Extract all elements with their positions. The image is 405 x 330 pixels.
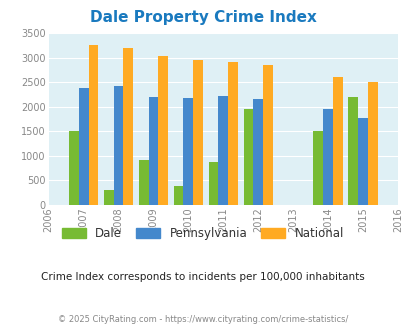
Bar	[208, 162, 218, 205]
Bar	[262, 65, 272, 205]
Bar	[243, 109, 253, 205]
Bar	[104, 190, 113, 205]
Bar	[253, 99, 262, 205]
Bar	[228, 62, 237, 205]
Bar	[332, 77, 342, 205]
Bar	[139, 160, 148, 205]
Bar	[347, 97, 357, 205]
Bar	[88, 45, 98, 205]
Legend: Dale, Pennsylvania, National: Dale, Pennsylvania, National	[62, 227, 343, 240]
Text: © 2025 CityRating.com - https://www.cityrating.com/crime-statistics/: © 2025 CityRating.com - https://www.city…	[58, 315, 347, 324]
Bar	[193, 60, 202, 205]
Bar	[367, 82, 377, 205]
Bar	[322, 109, 332, 205]
Bar	[218, 95, 228, 205]
Bar	[313, 131, 322, 205]
Bar	[79, 88, 88, 205]
Text: Crime Index corresponds to incidents per 100,000 inhabitants: Crime Index corresponds to incidents per…	[41, 272, 364, 282]
Bar	[357, 117, 367, 205]
Bar	[123, 48, 133, 205]
Bar	[113, 86, 123, 205]
Bar	[173, 186, 183, 205]
Bar	[69, 131, 79, 205]
Bar	[183, 98, 193, 205]
Bar	[158, 56, 168, 205]
Bar	[148, 97, 158, 205]
Text: Dale Property Crime Index: Dale Property Crime Index	[90, 10, 315, 25]
